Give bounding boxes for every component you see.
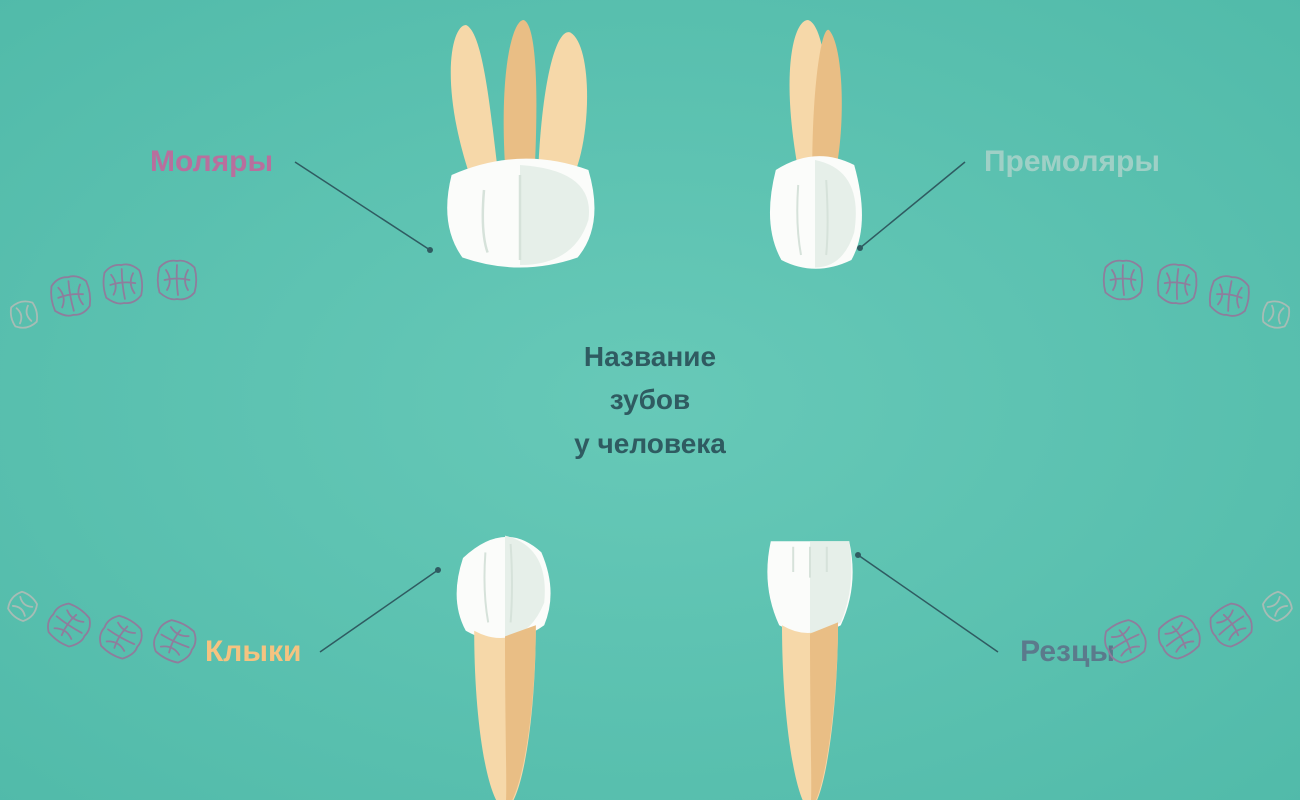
tooth-canine <box>435 530 575 800</box>
arch-tooth-molar <box>42 267 99 329</box>
leader-lines <box>0 0 1300 800</box>
tooth-incisor <box>740 530 880 800</box>
tooth-molar <box>430 20 610 275</box>
diagram-stage: Название зубов у человека Моляры Премоля… <box>0 0 1300 800</box>
arch-tooth-molar <box>152 255 202 310</box>
tooth-premolar <box>745 20 885 275</box>
arch-tooth-molar <box>1200 267 1257 329</box>
arch-tooth-molar <box>96 257 150 316</box>
arch-tooth-molar <box>1150 257 1204 316</box>
arch-tooth-molar <box>1098 255 1148 310</box>
